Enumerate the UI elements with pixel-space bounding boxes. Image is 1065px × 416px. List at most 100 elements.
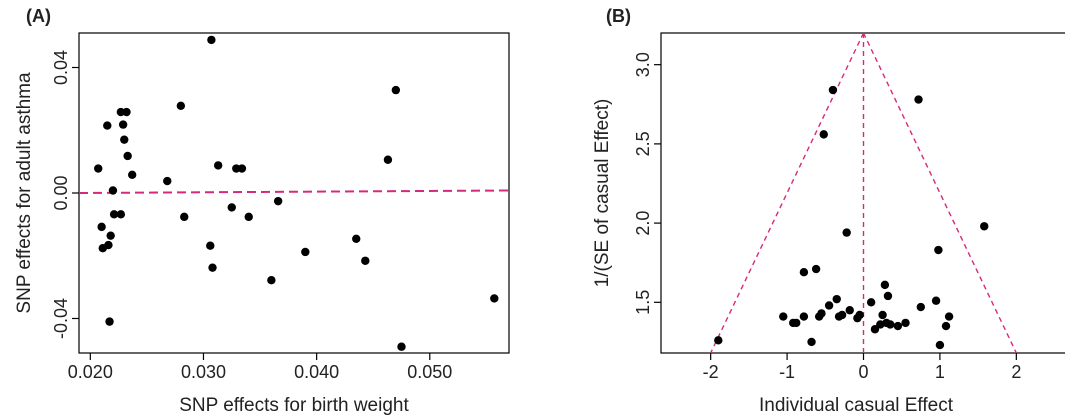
panel-a-y-tick-label: 0.04: [51, 50, 71, 85]
panel-b-x-tick-label: 1: [935, 362, 945, 382]
panel-b-data-point: [980, 222, 989, 231]
panel-a-data-point: [352, 234, 361, 244]
panel-a-data-point: [118, 120, 128, 129]
panel-a-y-tick-label: 0.00: [51, 175, 71, 210]
panel-b-y-tick-label: 2.0: [633, 211, 653, 236]
panel-a-data-point: [106, 231, 115, 240]
panel-a-data-point: [105, 317, 114, 326]
panel-a-data-point: [163, 176, 172, 186]
panel-a-data-point: [120, 135, 129, 144]
panel-b-funnel-right-line: [862, 32, 1017, 354]
panel-a-y-axis-title: SNP effects for adult asthma: [14, 72, 35, 314]
panel-b-data-point: [931, 296, 941, 305]
panel-a-data-point: [391, 85, 401, 95]
panel-b-data-point: [878, 310, 887, 320]
panel-b-data-point: [837, 310, 847, 320]
panel-b-data-point: [893, 321, 903, 331]
panel-b-data-point: [842, 228, 851, 237]
panel-b-x-tick-label: 2: [1011, 362, 1021, 382]
panel-a-x-tick-label: 0.050: [407, 362, 452, 382]
panel-a-data-point: [97, 222, 106, 232]
panel-a: (A) 0.020 0.030 0.040 0.050 -0.04 0.00 0.04 S…: [14, 6, 510, 416]
panel-a-data-point: [108, 186, 118, 195]
panel-a-data-point: [208, 263, 217, 272]
panel-a-x-tick-label: 0.020: [68, 362, 113, 382]
panel-a-x-tick-label: 0.030: [181, 362, 226, 382]
panel-a-data-point: [104, 240, 113, 250]
panel-b-x-tick-label: 0: [858, 362, 868, 382]
panel-a-data-point: [397, 342, 406, 351]
panel-b-data-point: [883, 291, 893, 301]
panel-a-y-tick-label: -0.04: [51, 298, 71, 339]
panel-a-data-point: [213, 161, 223, 170]
panel-b-y-axis-title: 1/(SE of casual Effect): [592, 99, 613, 288]
panel-a-data-point: [94, 164, 103, 173]
panel-b: (B) -2 -1 0 1 2 1.5 2.0 2.5 3.0 Individual casu…: [592, 6, 1065, 416]
panel-b-data-point: [779, 312, 788, 321]
panel-a-x-axis: 0.020 0.030 0.040 0.050: [68, 353, 452, 382]
panel-a-x-axis-title: SNP effects for birth weight: [179, 395, 409, 416]
panel-a-x-tick-label: 0.040: [294, 362, 339, 382]
panel-b-data-point: [828, 85, 838, 95]
panel-a-reference-line: [78, 189, 510, 194]
panel-a-data-point: [490, 294, 499, 303]
panel-a-dashed-reference-line: [78, 189, 510, 194]
panel-a-data-point: [109, 210, 119, 219]
panel-b-data-point: [811, 264, 821, 274]
panel-b-data-point: [916, 302, 926, 312]
panel-b-data-point: [845, 306, 854, 315]
panel-a-label: (A): [26, 6, 51, 26]
panel-a-y-axis: -0.04 0.00 0.04: [51, 50, 79, 339]
panel-a-points: [94, 35, 499, 351]
panel-b-x-tick-label: -2: [703, 362, 719, 382]
panel-b-y-tick-label: 1.5: [633, 290, 653, 315]
panel-a-data-point: [244, 212, 253, 222]
panel-b-data-point: [799, 312, 809, 321]
panel-a-data-point: [123, 151, 132, 161]
panel-b-y-axis: 1.5 2.0 2.5 3.0: [633, 52, 661, 315]
panel-b-data-point: [792, 318, 801, 328]
panel-a-data-point: [103, 121, 112, 130]
panel-a-data-point: [267, 276, 276, 285]
panel-a-data-point: [301, 247, 310, 257]
panel-b-data-point: [714, 336, 723, 345]
panel-b-data-point: [817, 309, 826, 318]
panel-a-data-point: [180, 212, 189, 222]
panel-b-data-point: [901, 318, 910, 328]
panel-a-data-point: [227, 203, 236, 212]
panel-b-data-point: [935, 340, 945, 350]
panel-b-data-point: [880, 280, 890, 290]
panel-b-data-point: [855, 310, 864, 320]
panel-b-reference-lines: [710, 32, 1017, 354]
panel-a-data-point: [207, 35, 216, 45]
panel-a-data-point: [383, 155, 393, 164]
panel-b-x-axis-title: Individual casual Effect: [759, 395, 954, 416]
panel-b-label: (B): [606, 6, 631, 26]
panel-a-data-point: [127, 170, 137, 180]
panel-b-data-point: [819, 130, 828, 139]
panel-a-data-point: [361, 256, 370, 265]
panel-b-x-tick-label: -1: [779, 362, 795, 382]
panel-b-data-point: [832, 294, 841, 304]
panel-b-y-tick-label: 2.5: [633, 131, 653, 156]
panel-b-data-point: [799, 268, 809, 277]
panel-b-x-axis: -2 -1 0 1 2: [703, 353, 1021, 382]
panel-a-data-point: [176, 101, 186, 110]
panel-a-data-point: [122, 107, 131, 117]
panel-a-data-point: [237, 164, 247, 173]
panel-b-data-point: [824, 301, 834, 310]
panel-b-data-point: [807, 337, 816, 347]
panel-b-data-point: [886, 320, 895, 329]
panel-b-points: [714, 85, 989, 350]
panel-b-y-tick-label: 3.0: [633, 52, 653, 77]
panel-b-data-point: [914, 95, 923, 104]
panel-a-data-point: [273, 196, 283, 206]
panel-b-data-point: [941, 321, 951, 331]
panel-a-data-point: [206, 241, 215, 250]
panel-b-data-point: [944, 312, 954, 321]
panel-a-data-point: [116, 210, 126, 219]
panel-b-data-point: [866, 298, 876, 307]
panel-b-funnel-left-line: [710, 32, 865, 354]
panel-b-data-point: [934, 245, 943, 255]
